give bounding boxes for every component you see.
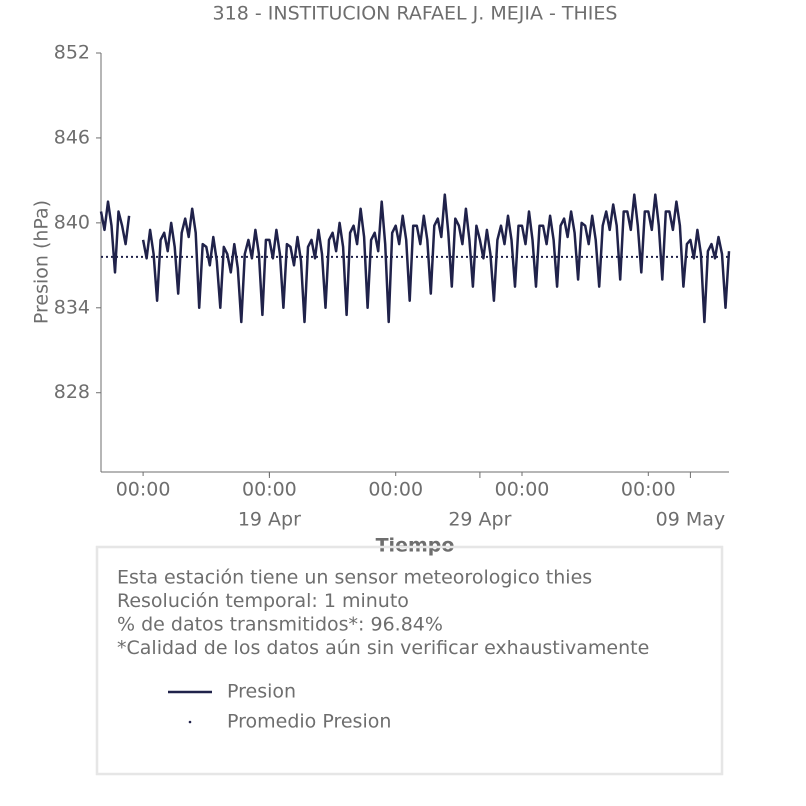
x-tick-label: 00:00 <box>495 479 550 501</box>
x-date-label: 09 May <box>656 509 726 531</box>
legend-swatch <box>188 720 192 724</box>
x-date-label: 29 Apr <box>448 509 511 531</box>
y-tick-label: 834 <box>54 296 90 318</box>
x-date-label: 19 Apr <box>238 509 301 531</box>
x-tick-label: 00:00 <box>621 479 676 501</box>
y-tick-label: 852 <box>54 42 90 64</box>
info-line: *Calidad de los datos aún sin verificar … <box>117 637 649 659</box>
info-line: % de datos transmitidos*: 96.84% <box>117 614 443 636</box>
y-tick-label: 828 <box>54 381 90 403</box>
info-box <box>95 545 724 776</box>
pressure-line <box>141 193 731 324</box>
chart-title: 318 - INSTITUCION RAFAEL J. MEJIA - THIE… <box>213 3 618 25</box>
y-tick-label: 840 <box>54 211 90 233</box>
info-line: Resolución temporal: 1 minuto <box>117 590 409 612</box>
y-tick-label: 846 <box>54 126 90 148</box>
y-axis-label: Presion (hPa) <box>31 200 53 324</box>
pressure-line <box>99 200 131 274</box>
x-axis-label: Tiempo <box>376 535 455 557</box>
legend-label: Presion <box>227 681 296 703</box>
x-tick-label: 00:00 <box>116 479 171 501</box>
info-line: Esta estación tiene un sensor meteorolog… <box>117 567 592 589</box>
x-tick-label: 00:00 <box>368 479 423 501</box>
legend-label: Promedio Presion <box>227 711 391 733</box>
x-tick-label: 00:00 <box>242 479 297 501</box>
